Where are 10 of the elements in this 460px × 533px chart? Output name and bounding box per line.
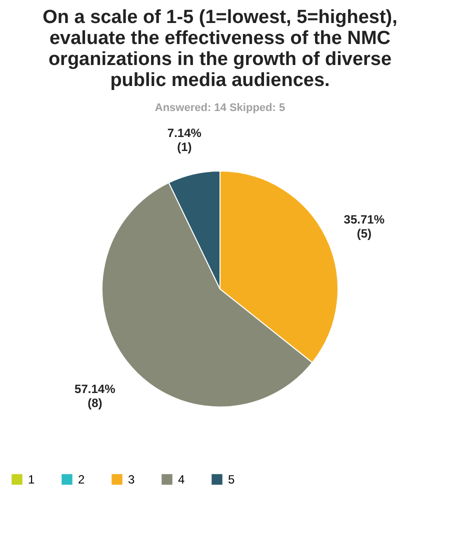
chart-subtitle: Answered: 14 Skipped: 5: [154, 102, 286, 114]
legend-label: 4: [178, 472, 185, 486]
legend-label: 1: [28, 472, 35, 486]
data-label: 35.71% (5): [344, 212, 385, 241]
data-label: 7.14% (1): [167, 126, 202, 154]
legend-label: 5: [228, 472, 235, 486]
legend-label: 3: [128, 472, 135, 486]
data-label: 57.14% (8): [74, 382, 116, 410]
legend-label: 2: [78, 472, 85, 486]
chart-title: On a scale of 1-5 (1=lowest, 5=highest), evaluate the effectiveness of the NMC organizations in the growth of diverse public media audiences.: [42, 7, 398, 91]
